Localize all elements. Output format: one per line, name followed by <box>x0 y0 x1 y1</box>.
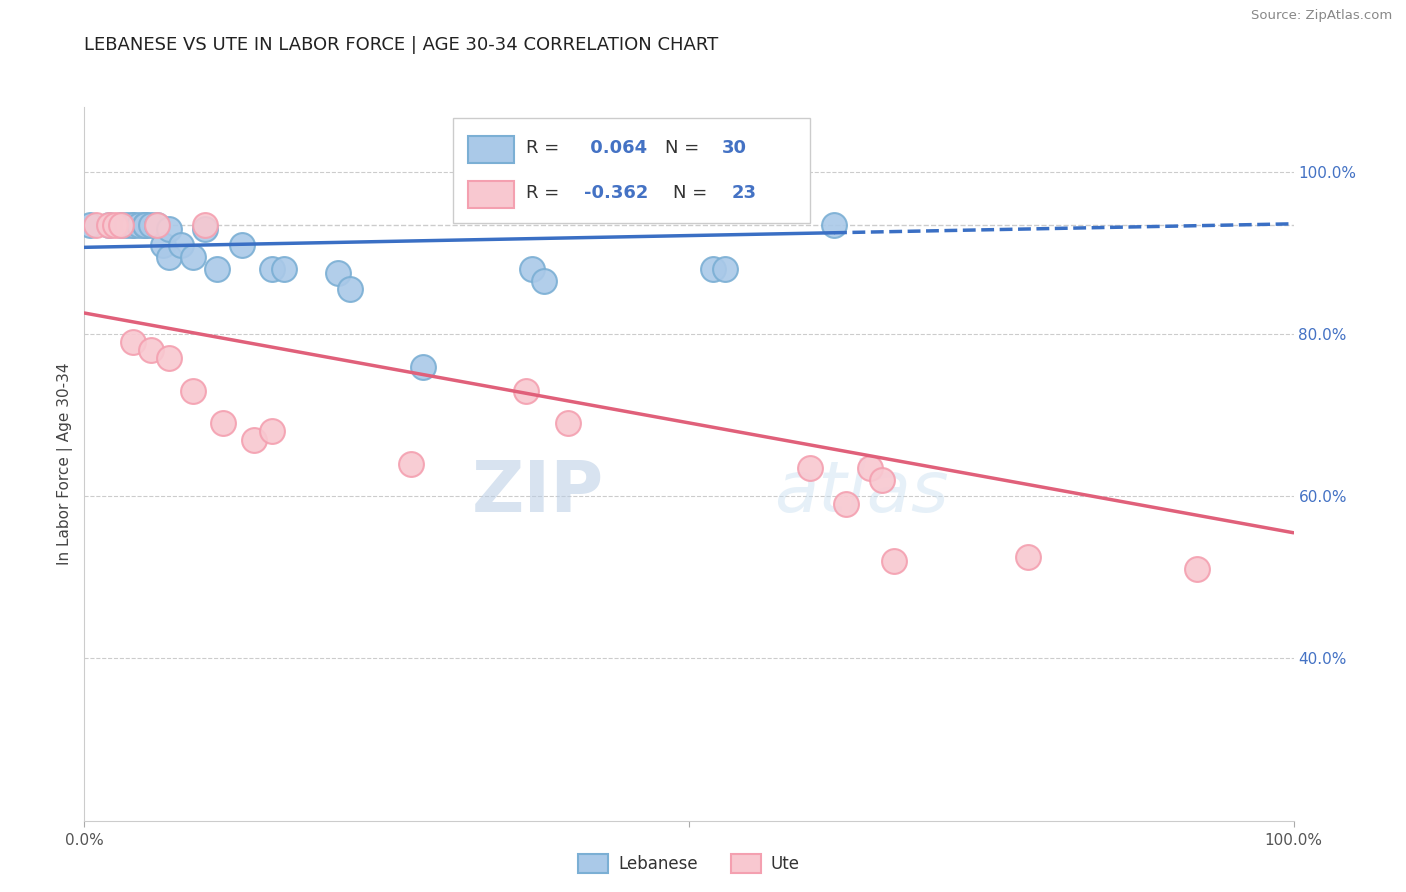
Point <box>152 238 174 252</box>
Point <box>260 425 283 439</box>
Text: LEBANESE VS UTE IN LABOR FORCE | AGE 30-34 CORRELATION CHART: LEBANESE VS UTE IN LABOR FORCE | AGE 30-… <box>84 36 718 54</box>
Point <box>1185 562 1208 576</box>
FancyBboxPatch shape <box>453 118 810 223</box>
Point <box>134 218 156 232</box>
Point <box>799 461 821 475</box>
Point <box>328 266 350 280</box>
Point <box>212 417 235 431</box>
Point <box>97 218 120 232</box>
Text: R =: R = <box>526 139 565 157</box>
Point <box>399 457 422 471</box>
Point <box>515 384 537 398</box>
Point <box>533 274 555 288</box>
Text: 0.064: 0.064 <box>583 139 647 157</box>
Text: 30: 30 <box>721 139 747 157</box>
Point <box>110 218 132 232</box>
Point <box>134 218 156 232</box>
Point <box>104 218 127 232</box>
Point <box>121 218 143 232</box>
Point <box>181 384 204 398</box>
Point <box>157 351 180 366</box>
Point <box>139 218 162 232</box>
Text: R =: R = <box>526 184 565 202</box>
FancyBboxPatch shape <box>468 136 513 163</box>
Point <box>1017 550 1039 565</box>
Text: atlas: atlas <box>773 458 948 527</box>
Text: Source: ZipAtlas.com: Source: ZipAtlas.com <box>1251 9 1392 22</box>
Text: ZIP: ZIP <box>472 458 605 527</box>
Point <box>260 262 283 277</box>
Point <box>86 218 108 232</box>
Point <box>157 221 180 235</box>
Point <box>883 554 905 568</box>
Text: N =: N = <box>673 184 713 202</box>
Point <box>146 218 169 232</box>
Text: N =: N = <box>665 139 704 157</box>
Point <box>121 218 143 232</box>
Point <box>194 218 217 232</box>
Point <box>702 262 724 277</box>
Point <box>115 218 138 232</box>
Point <box>872 473 894 487</box>
Point <box>139 343 162 358</box>
Point <box>242 433 264 447</box>
Y-axis label: In Labor Force | Age 30-34: In Labor Force | Age 30-34 <box>58 362 73 566</box>
Text: -0.362: -0.362 <box>583 184 648 202</box>
Point <box>194 221 217 235</box>
Point <box>79 218 101 232</box>
Point <box>273 262 295 277</box>
Point <box>859 461 882 475</box>
FancyBboxPatch shape <box>468 181 513 209</box>
Point <box>207 262 229 277</box>
Point <box>121 335 143 350</box>
Legend: Lebanese, Ute: Lebanese, Ute <box>571 847 807 880</box>
Point <box>97 218 120 232</box>
Point <box>339 283 361 297</box>
Point <box>714 262 737 277</box>
Point <box>110 218 132 232</box>
Point <box>231 238 253 252</box>
Point <box>146 218 169 232</box>
Text: 23: 23 <box>731 184 756 202</box>
Point <box>557 417 579 431</box>
Point <box>157 250 180 264</box>
Point <box>520 262 543 277</box>
Point <box>412 359 434 374</box>
Point <box>823 218 845 232</box>
Point <box>134 218 156 232</box>
Point <box>170 238 193 252</box>
Point <box>181 250 204 264</box>
Point <box>835 497 858 511</box>
Point <box>128 218 150 232</box>
